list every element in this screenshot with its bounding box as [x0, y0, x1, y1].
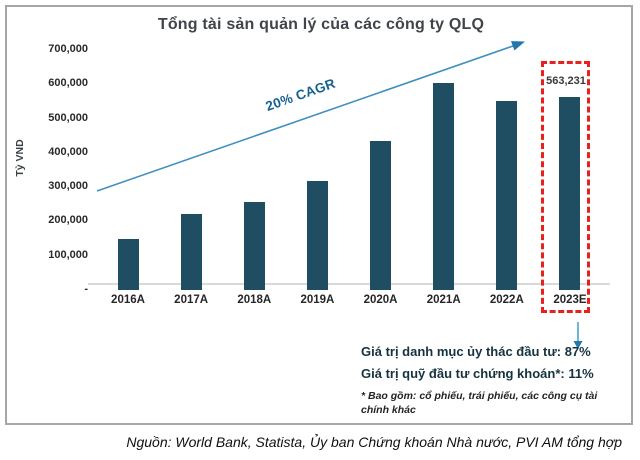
- bar-2019A: [306, 180, 328, 290]
- source-attribution: Nguồn: World Bank, Statista, Ủy ban Chứn…: [126, 434, 622, 450]
- bar-2017A: [180, 214, 202, 290]
- annotation-trust-portfolio: Giá trị danh mục ủy thác đầu tư: 87%: [361, 344, 591, 359]
- bar-2020A: [370, 140, 392, 290]
- x-tick-label-2016A: 2016A: [111, 294, 145, 306]
- y-axis-title: Tỷ VND: [14, 139, 26, 177]
- chart-title: Tổng tài sản quản lý của các công ty QLQ: [157, 16, 485, 33]
- highlight-dashed-box: [541, 61, 590, 313]
- y-tick-label: -: [84, 283, 88, 295]
- x-tick-label-2018A: 2018A: [237, 294, 272, 306]
- bar-2022A: [496, 101, 518, 290]
- bar-2021A: [433, 82, 455, 290]
- x-tick-label-2022A: 2022A: [489, 294, 524, 306]
- highlight-value-label: 563,231: [546, 75, 586, 87]
- x-tick-label-2019A: 2019A: [300, 294, 335, 306]
- y-tick-label: 500,000: [48, 111, 88, 124]
- x-tick-label-2023E: 2023E: [553, 294, 587, 306]
- annotation-securities-fund: Giá trị quỹ đầu tư chứng khoán*: 11%: [361, 366, 594, 381]
- bar-2016A: [117, 238, 139, 290]
- x-tick-label-2021A: 2021A: [426, 294, 461, 306]
- bar-2023E: [559, 96, 581, 290]
- y-tick-label: 600,000: [48, 77, 88, 90]
- y-tick-label: 400,000: [48, 145, 88, 158]
- y-tick-label: 700,000: [48, 43, 88, 55]
- y-tick-label: 300,000: [48, 180, 88, 193]
- y-tick-label: 200,000: [48, 214, 88, 227]
- bar-2018A: [243, 201, 265, 290]
- x-axis-line: [88, 283, 610, 285]
- x-tick-label-2020A: 2020A: [363, 294, 398, 306]
- x-tick-label-2017A: 2017A: [174, 294, 209, 306]
- y-tick-label: 100,000: [48, 248, 88, 261]
- annotation-footnote: * Bao gồm: cổ phiếu, trái phiếu, các côn…: [361, 390, 598, 416]
